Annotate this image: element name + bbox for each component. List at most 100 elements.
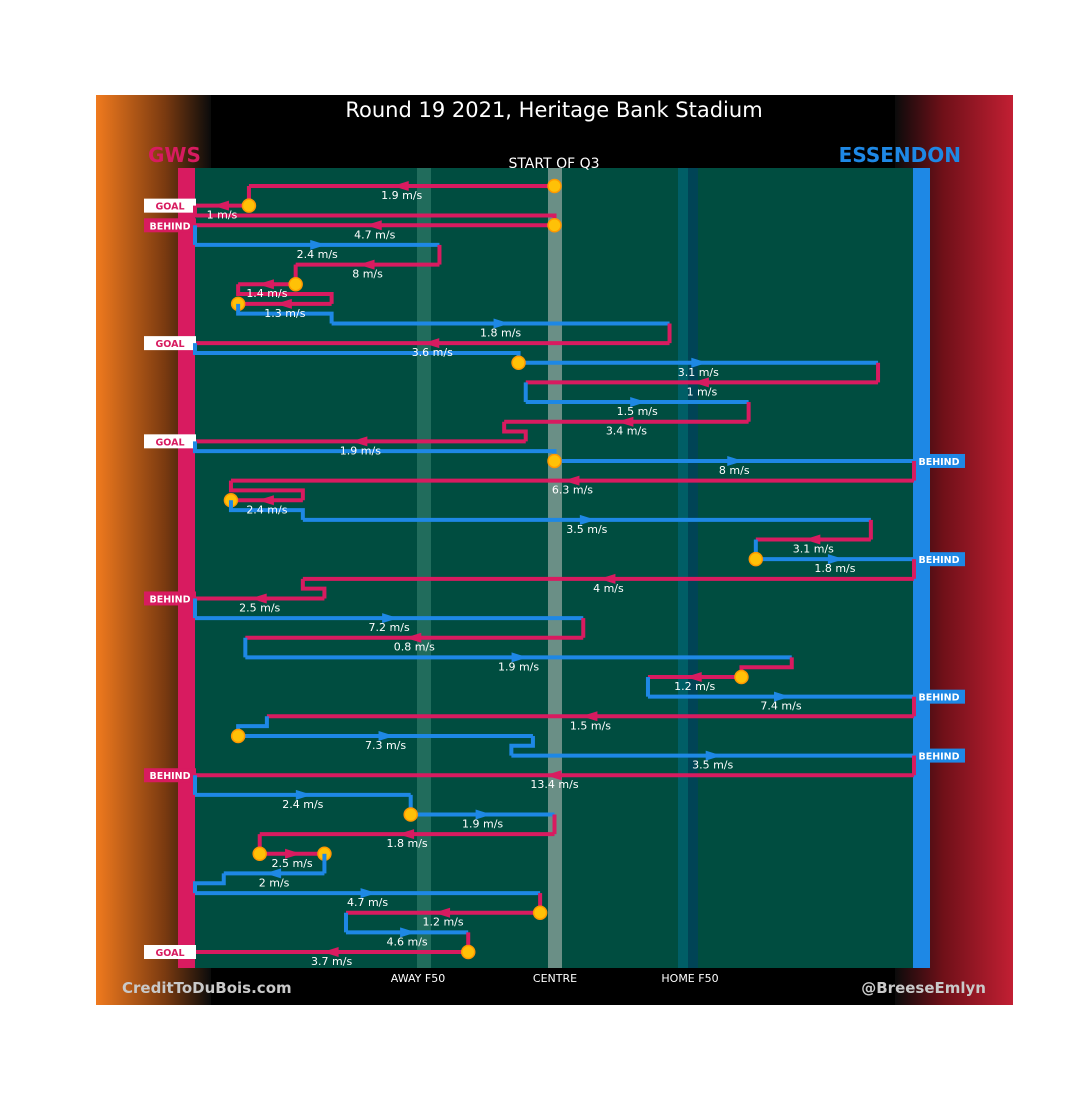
direction-arrow [382,613,399,624]
direction-arrow [310,239,327,250]
speed-label: 4.7 m/s [347,896,388,909]
chain-connector [228,500,305,520]
turnover-marker [748,551,764,567]
direction-arrow [275,298,292,309]
speed-label: 3.6 m/s [412,346,453,359]
direction-arrow [365,220,382,231]
direction-arrow [250,593,267,604]
turnover-marker [734,669,749,685]
speed-label: 1.8 m/s [480,326,521,339]
direction-arrow [630,397,647,408]
chart-subtitle: START OF Q3 [508,156,599,172]
result-label: BEHIND [918,752,959,763]
direction-arrow [351,436,368,447]
result-label: BEHIND [149,594,190,605]
home-team-name: ESSENDON [839,143,961,167]
speed-label: 8 m/s [352,268,383,281]
speed-label: 1.9 m/s [340,444,381,457]
direction-arrow [212,200,229,211]
result-badge [144,434,196,449]
direction-arrow [685,672,702,683]
result-label: BEHIND [918,555,959,566]
speed-label: 4 m/s [593,582,624,595]
chart-frame: Round 19 2021, Heritage Bank Stadium STA… [96,95,1013,1005]
direction-arrow [617,416,634,427]
direction-arrow [378,730,395,741]
chain-connector [236,284,334,304]
turnover-marker [511,355,526,371]
speed-label: 2.4 m/s [282,798,323,811]
direction-arrow [705,750,722,761]
speed-label: 7.3 m/s [365,739,406,752]
home-f50-label: HOME F50 [661,972,718,985]
speed-label: 3.4 m/s [606,425,647,438]
turnover-marker [547,178,562,194]
result-badge [144,336,196,351]
result-badge [144,198,196,213]
chain-connector [300,578,327,599]
speed-label: 3.1 m/s [793,543,834,556]
speed-label: 7.4 m/s [760,700,801,713]
direction-arrow [579,514,596,525]
result-label: GOAL [155,202,184,213]
away-team-name: GWS [148,143,201,167]
speed-label: 1 m/s [207,209,238,222]
result-label: GOAL [155,437,184,448]
chart-title: Round 19 2021, Heritage Bank Stadium [345,98,762,122]
speed-label: 1.9 m/s [498,660,539,673]
result-label: GOAL [155,948,184,959]
result-badge [913,453,965,468]
chain-connector [502,421,528,442]
speed-label: 6.3 m/s [552,484,593,497]
direction-arrow [358,259,375,270]
direction-arrow [398,829,415,840]
speed-label: 2.4 m/s [297,248,338,261]
result-badge [144,768,196,783]
speed-label: 1.9 m/s [381,189,422,202]
result-badge [144,591,196,606]
speed-label: 4.7 m/s [354,228,395,241]
direction-arrow [563,475,580,486]
direction-arrow [475,809,492,820]
speed-label: 7.2 m/s [369,621,410,634]
direction-arrow [545,770,562,781]
direction-arrow [827,554,844,565]
speed-label: 1.5 m/s [617,405,658,418]
speed-label: 1.5 m/s [570,719,611,732]
direction-arrow [599,573,616,584]
direction-arrow [285,848,302,859]
speed-label: 3.7 m/s [311,955,352,968]
speed-label: 3.5 m/s [566,523,607,536]
turnover-marker [241,198,257,213]
credit-left: CreditToDuBois.com [122,979,292,997]
speed-label: 3.1 m/s [678,366,719,379]
direction-arrow [493,318,510,329]
turnover-marker [547,453,562,469]
direction-arrow [692,377,709,388]
chain-connector [509,735,535,756]
speed-label: 1.9 m/s [462,818,503,831]
direction-arrow [434,907,451,918]
speed-label: 1.2 m/s [674,680,715,693]
direction-arrow [360,888,377,899]
speed-label: 8 m/s [719,464,750,477]
direction-arrow [405,632,422,643]
result-label: BEHIND [918,457,959,468]
speed-label: 1.4 m/s [246,287,287,300]
direction-arrow [400,927,417,938]
direction-arrow [691,357,708,368]
speed-label: 2.5 m/s [239,601,280,614]
chain-connector [236,303,334,324]
direction-arrow [257,279,274,290]
speed-label: 0.8 m/s [394,641,435,654]
result-label: BEHIND [149,771,190,782]
centre-label: CENTRE [533,972,577,985]
result-badge [913,689,965,704]
turnover-marker [547,218,562,233]
result-badge [144,945,196,959]
credit-right: @BreeseEmlyn [861,979,986,997]
result-badge [913,552,965,567]
turnover-marker [532,905,548,920]
result-label: GOAL [155,339,184,350]
turnover-marker [230,728,246,744]
